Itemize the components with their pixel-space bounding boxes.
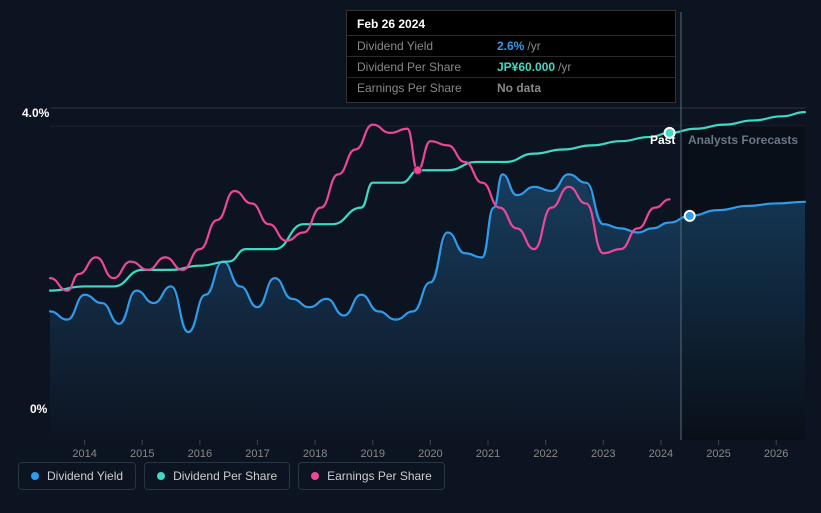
tooltip-value: 2.6% <box>497 39 524 53</box>
x-axis-tick-label: 2023 <box>591 448 615 460</box>
x-axis-tick-label: 2021 <box>476 448 500 460</box>
legend-dot-icon <box>311 472 319 480</box>
tooltip-label: Dividend Per Share <box>357 60 497 74</box>
x-axis-tick-label: 2019 <box>360 448 384 460</box>
tooltip-value: JP¥60.000 <box>497 60 555 74</box>
legend: Dividend Yield Dividend Per Share Earnin… <box>18 462 445 490</box>
legend-label: Earnings Per Share <box>327 469 432 483</box>
x-axis-tick-label: 2026 <box>764 448 788 460</box>
legend-item-dividend-per-share[interactable]: Dividend Per Share <box>144 462 290 490</box>
tooltip-value: No data <box>497 81 541 95</box>
x-axis-tick-label: 2025 <box>706 448 730 460</box>
x-axis-tick-label: 2020 <box>418 448 442 460</box>
forecast-label: Analysts Forecasts <box>688 133 798 147</box>
legend-item-earnings-per-share[interactable]: Earnings Per Share <box>298 462 445 490</box>
y-axis-min-label: 0% <box>30 402 47 416</box>
legend-dot-icon <box>31 472 39 480</box>
legend-label: Dividend Yield <box>47 469 123 483</box>
tooltip-label: Earnings Per Share <box>357 81 497 95</box>
tooltip-label: Dividend Yield <box>357 39 497 53</box>
tooltip-suffix: /yr <box>527 39 540 53</box>
tooltip-row: Dividend Yield2.6%/yr <box>347 35 675 56</box>
x-axis-tick-label: 2016 <box>188 448 212 460</box>
x-axis-tick-label: 2017 <box>245 448 269 460</box>
legend-dot-icon <box>157 472 165 480</box>
x-axis-tick-label: 2014 <box>72 448 96 460</box>
y-axis-max-label: 4.0% <box>22 106 49 120</box>
past-label: Past <box>650 133 675 147</box>
chart-tooltip: Feb 26 2024 Dividend Yield2.6%/yrDividen… <box>346 10 676 103</box>
x-axis-tick-label: 2018 <box>303 448 327 460</box>
x-axis-tick-label: 2024 <box>649 448 673 460</box>
x-axis-tick-label: 2022 <box>533 448 557 460</box>
tooltip-suffix: /yr <box>558 60 571 74</box>
tooltip-date: Feb 26 2024 <box>347 15 675 35</box>
tooltip-row: Dividend Per ShareJP¥60.000/yr <box>347 56 675 77</box>
chart-container: 4.0% 0% 2014 2015 2016 2017 2018 2019 2020 2021… <box>0 0 821 508</box>
legend-label: Dividend Per Share <box>173 469 277 483</box>
tooltip-row: Earnings Per ShareNo data <box>347 77 675 98</box>
legend-item-dividend-yield[interactable]: Dividend Yield <box>18 462 136 490</box>
x-axis-tick-label: 2015 <box>130 448 154 460</box>
